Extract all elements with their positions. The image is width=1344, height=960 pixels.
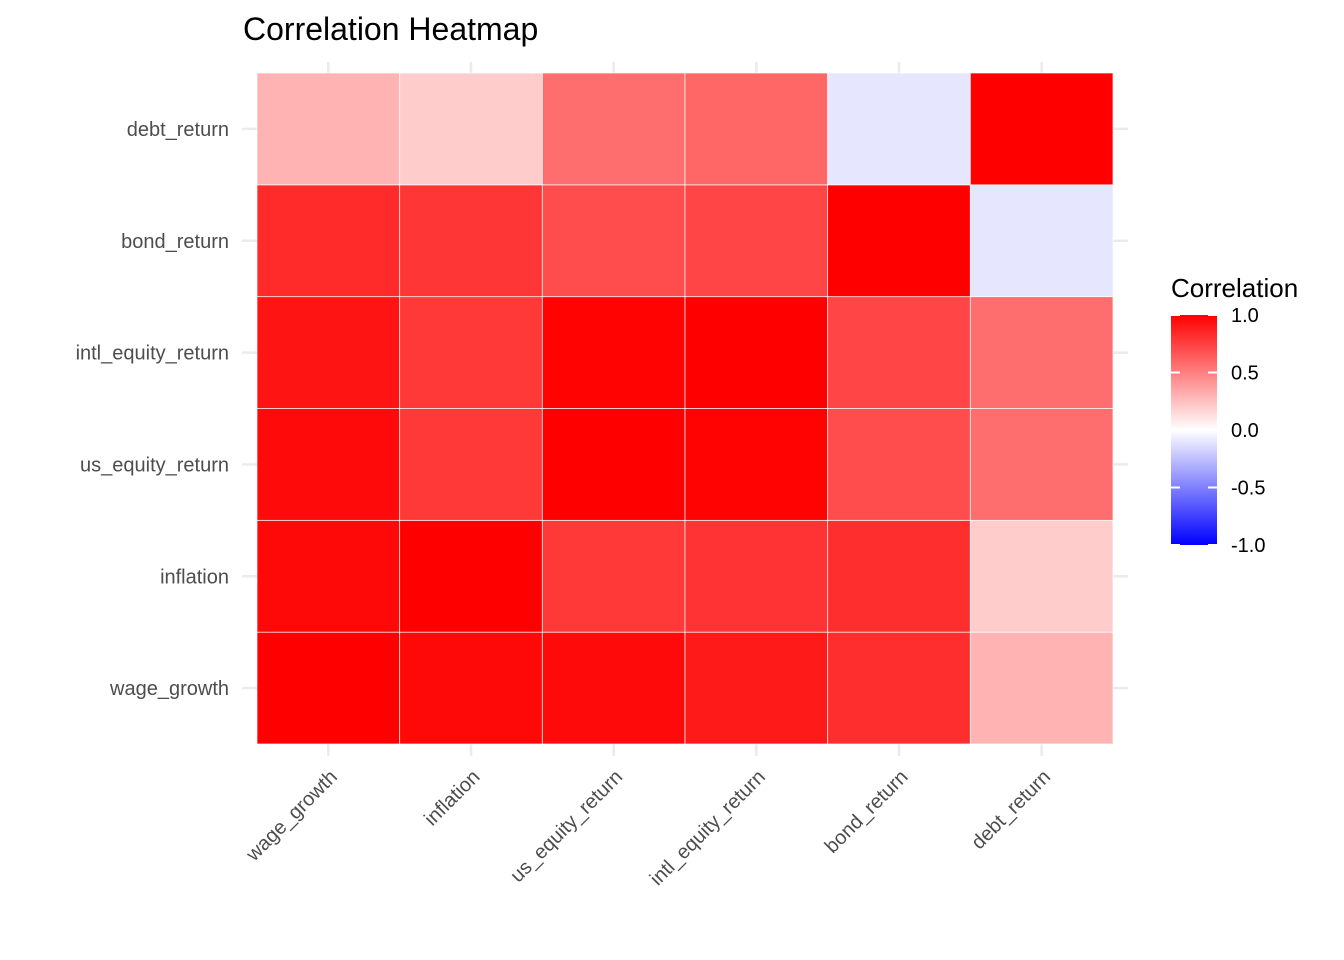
heatmap-cell-us_equity_return-us_equity_return — [541, 408, 686, 521]
heatmap-cell-intl_equity_return-debt_return — [969, 296, 1114, 409]
heatmap-cell-debt_return-wage_growth — [256, 72, 401, 186]
heatmap-cell-bond_return-us_equity_return — [541, 184, 686, 298]
heatmap-cell-us_equity_return-debt_return — [969, 408, 1114, 521]
heatmap-cell-debt_return-intl_equity_return — [684, 72, 829, 186]
y-tick-label: inflation — [160, 566, 229, 588]
y-tick-label: intl_equity_return — [76, 343, 229, 365]
heatmap-cell-bond_return-wage_growth — [256, 184, 401, 298]
legend-label: -1.0 — [1231, 535, 1265, 557]
x-tick-label: intl_equity_return — [646, 766, 770, 890]
legend-title: Correlation — [1171, 273, 1298, 303]
heatmap-cell-inflation-bond_return — [827, 519, 971, 633]
heatmap-cell-debt_return-bond_return — [827, 72, 971, 186]
heatmap-cell-inflation-intl_equity_return — [684, 519, 829, 633]
heatmap-cell-wage_growth-debt_return — [969, 631, 1114, 745]
legend-label: 0.5 — [1231, 363, 1259, 385]
heatmap-cell-wage_growth-inflation — [399, 631, 543, 745]
legend: Correlation 1.0 0.5 0.0 -0.5 -1.0 — [1171, 273, 1298, 557]
heatmap-cell-inflation-inflation — [399, 519, 543, 633]
heatmap-cells — [256, 72, 1114, 745]
heatmap-cell-wage_growth-intl_equity_return — [684, 631, 829, 745]
heatmap-cell-debt_return-inflation — [399, 72, 543, 186]
x-tick-label: inflation — [420, 766, 484, 830]
heatmap-cell-us_equity_return-intl_equity_return — [684, 408, 829, 521]
heatmap-cell-intl_equity_return-inflation — [399, 296, 543, 409]
x-tick-label: bond_return — [821, 766, 913, 858]
heatmap-cell-debt_return-us_equity_return — [541, 72, 686, 186]
heatmap-cell-us_equity_return-inflation — [399, 408, 543, 521]
heatmap-cell-bond_return-bond_return — [827, 184, 971, 298]
heatmap-cell-intl_equity_return-bond_return — [827, 296, 971, 409]
x-tick-label: wage_growth — [241, 766, 341, 866]
heatmap-cell-inflation-us_equity_return — [541, 519, 686, 633]
heatmap-cell-bond_return-debt_return — [969, 184, 1114, 298]
heatmap-cell-inflation-wage_growth — [256, 519, 401, 633]
y-tick-label: debt_return — [127, 119, 229, 141]
y-tick-label: wage_growth — [109, 678, 229, 700]
heatmap-cell-us_equity_return-wage_growth — [256, 408, 401, 521]
legend-label: 0.0 — [1231, 420, 1259, 442]
heatmap-cell-bond_return-intl_equity_return — [684, 184, 829, 298]
y-axis-tick-labels: wage_growth inflation us_equity_return intl… — [76, 119, 229, 700]
legend-ticks: 1.0 0.5 0.0 -0.5 -1.0 — [1171, 305, 1265, 557]
x-tick-label: debt_return — [967, 766, 1055, 854]
x-tick-label: us_equity_return — [506, 766, 627, 887]
heatmap-cell-bond_return-inflation — [399, 184, 543, 298]
y-tick-label: bond_return — [121, 231, 229, 253]
heatmap-cell-debt_return-debt_return — [969, 72, 1114, 186]
y-tick-label: us_equity_return — [80, 454, 229, 476]
heatmap-cell-intl_equity_return-wage_growth — [256, 296, 401, 409]
heatmap-cell-wage_growth-us_equity_return — [541, 631, 686, 745]
x-axis-tick-labels: wage_growth inflation us_equity_return intl… — [241, 766, 1055, 890]
heatmap-cell-inflation-debt_return — [969, 519, 1114, 633]
heatmap-cell-us_equity_return-bond_return — [827, 408, 971, 521]
heatmap-cell-intl_equity_return-us_equity_return — [541, 296, 686, 409]
heatmap-cell-wage_growth-bond_return — [827, 631, 971, 745]
legend-label: -0.5 — [1231, 478, 1265, 500]
heatmap-cell-wage_growth-wage_growth — [256, 631, 401, 745]
chart-title: Correlation Heatmap — [243, 11, 538, 47]
heatmap-cell-intl_equity_return-intl_equity_return — [684, 296, 829, 409]
legend-label: 1.0 — [1231, 305, 1259, 327]
